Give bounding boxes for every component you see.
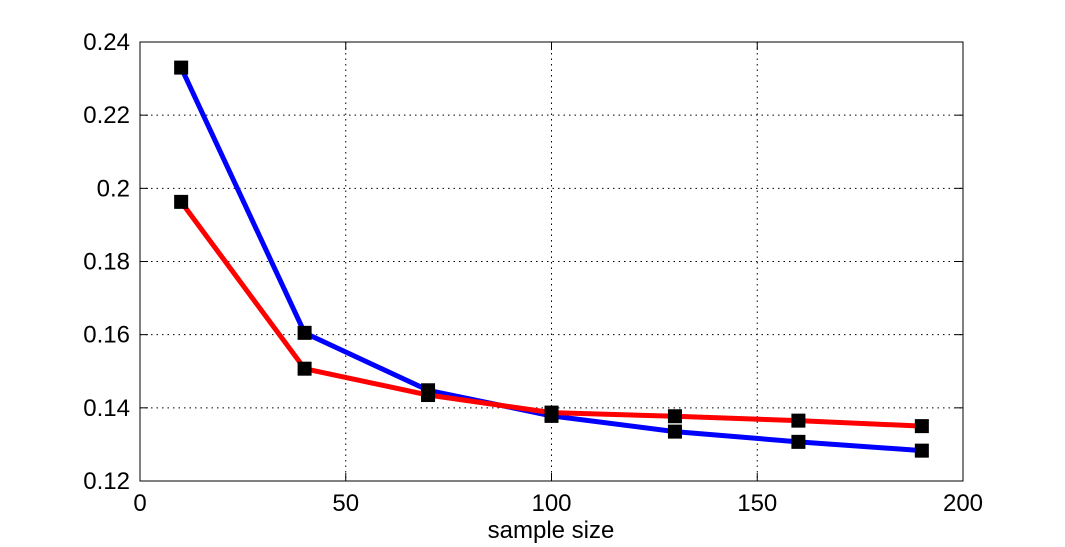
series-2-point: [914, 419, 929, 434]
series-2-point: [421, 388, 436, 403]
series-1-point: [297, 325, 312, 340]
x-axis-tick-labels: 0 50 100 150 200: [133, 490, 983, 517]
x-axis-label: sample size: [488, 517, 615, 544]
y-tick-label: 0.22: [83, 102, 130, 129]
axis-ticks: [139, 41, 964, 482]
series-1-point: [174, 60, 189, 75]
x-tick-label: 100: [531, 490, 571, 517]
x-tick-label: 50: [332, 490, 359, 517]
y-tick-label: 0.18: [83, 249, 130, 276]
series-2-point: [667, 409, 682, 424]
series-1-point: [667, 424, 682, 439]
series-2-point: [544, 405, 559, 420]
y-tick-label: 0.12: [83, 468, 130, 495]
x-tick-label: 200: [943, 490, 983, 517]
series-1-point: [914, 443, 929, 458]
x-tick-label: 0: [133, 490, 146, 517]
series-2-point: [174, 194, 189, 209]
marker-group: [174, 60, 929, 458]
series-1-point: [791, 434, 806, 449]
y-tick-label: 0.14: [83, 395, 130, 422]
x-tick-label: 150: [737, 490, 777, 517]
y-axis-tick-labels: 0.12 0.14 0.16 0.18 0.2 0.22 0.24: [83, 29, 130, 495]
series-2-point: [297, 361, 312, 376]
series-2-point: [791, 413, 806, 428]
y-tick-label: 0.24: [83, 29, 130, 56]
y-tick-label: 0.16: [83, 322, 130, 349]
y-tick-label: 0.2: [97, 175, 130, 202]
